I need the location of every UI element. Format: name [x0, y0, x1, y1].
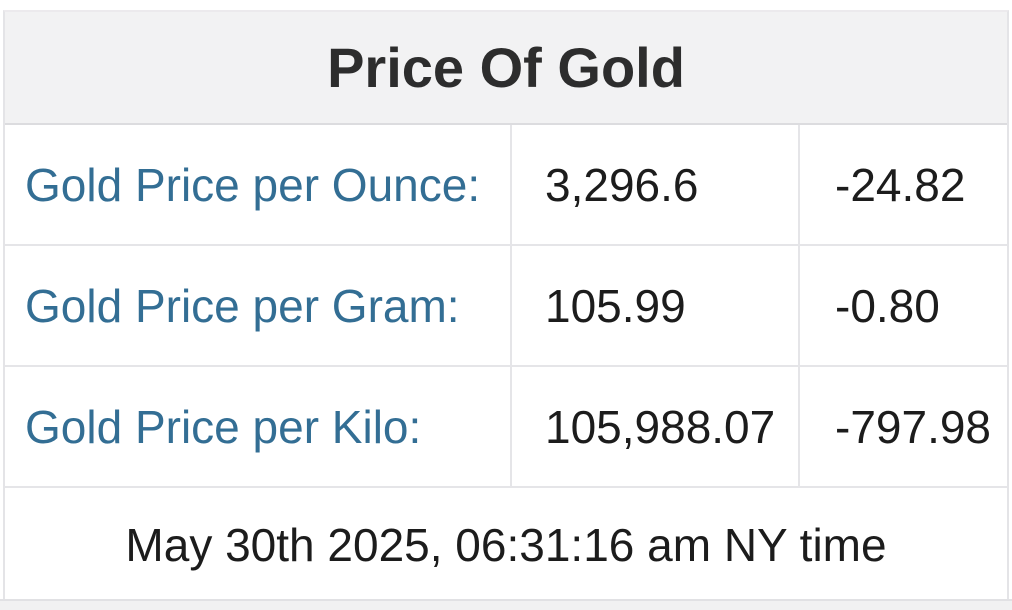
table-header: Price Of Gold — [5, 12, 1007, 125]
gram-price-value: 105.99 — [510, 246, 798, 365]
gold-price-per-ounce-link[interactable]: Gold Price per Ounce: — [25, 158, 481, 211]
table-footer: May 30th 2025, 06:31:16 am NY time — [5, 488, 1007, 602]
kilo-change-value: -797.98 — [798, 367, 1007, 486]
ounce-price-value: 3,296.6 — [510, 125, 798, 244]
gold-price-table: Price Of Gold Gold Price per Ounce: 3,29… — [3, 10, 1009, 602]
next-section-edge — [0, 599, 1012, 610]
table-row: Gold Price per Kilo: 105,988.07 -797.98 — [5, 367, 1007, 488]
kilo-price-value: 105,988.07 — [510, 367, 798, 486]
table-row: Gold Price per Ounce: 3,296.6 -24.82 — [5, 125, 1007, 246]
table-row: Gold Price per Gram: 105.99 -0.80 — [5, 246, 1007, 367]
timestamp: May 30th 2025, 06:31:16 am NY time — [125, 519, 887, 571]
page-title: Price Of Gold — [327, 36, 685, 99]
ounce-change-value: -24.82 — [798, 125, 1007, 244]
gold-price-per-kilo-link[interactable]: Gold Price per Kilo: — [25, 400, 422, 453]
gram-change-value: -0.80 — [798, 246, 1007, 365]
gold-price-per-gram-link[interactable]: Gold Price per Gram: — [25, 279, 460, 332]
